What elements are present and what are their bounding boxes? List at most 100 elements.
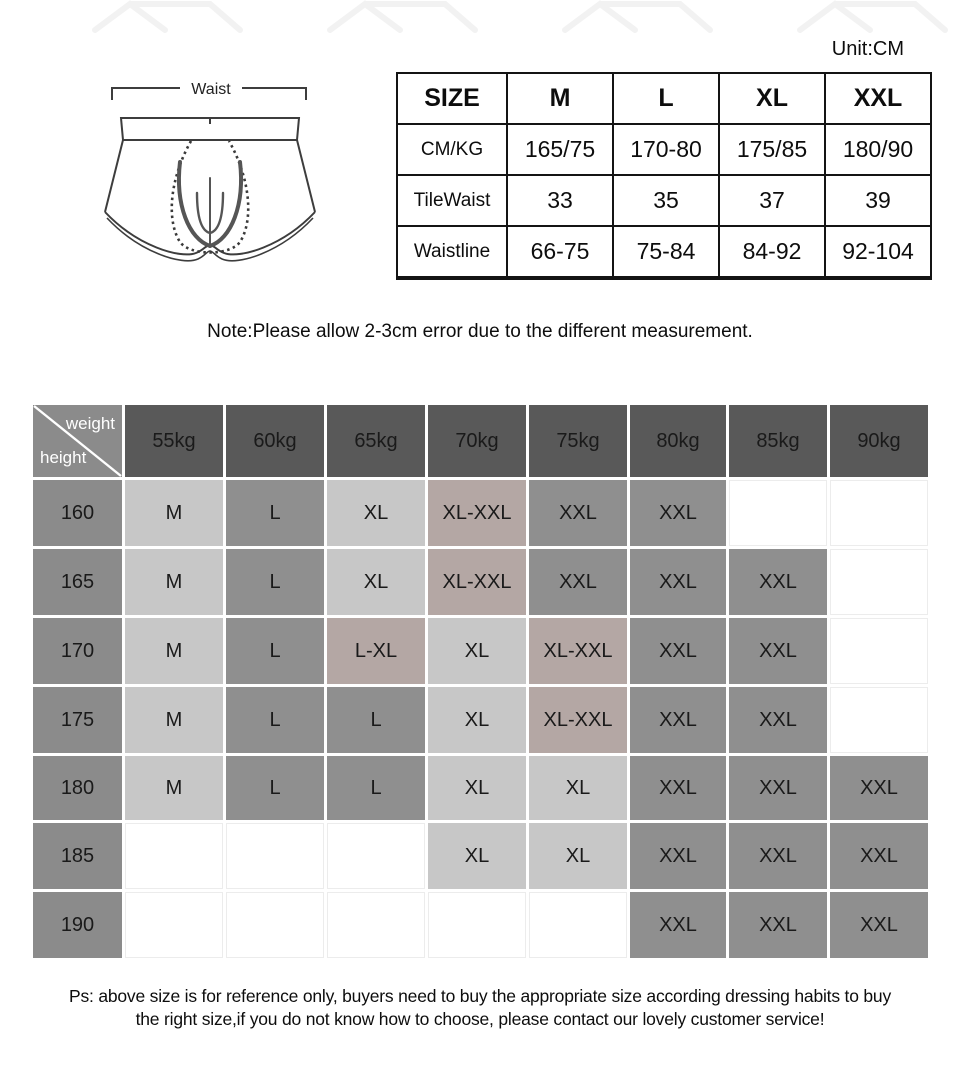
size-table: SIZE M L XL XXL CM/KG 165/75 170-80 175/85 180/9… <box>396 72 932 280</box>
size-col-header: L <box>612 72 720 125</box>
corner-diagonal-line <box>33 405 122 477</box>
size-recommendation-cell: XL <box>428 687 526 753</box>
size-recommendation-cell: XXL <box>729 823 827 889</box>
matrix-row: 185 XL XL XXL XXL XXL <box>33 823 928 889</box>
size-value-cell: 180/90 <box>824 123 932 176</box>
weight-col-header: 90kg <box>830 405 928 477</box>
matrix-row: 175 M L L XL XL-XXL XXL XXL <box>33 687 928 753</box>
size-recommendation-cell <box>428 892 526 958</box>
matrix-body: weight height 55kg 60kg 65kg 70kg 75kg 80kg 85… <box>33 405 928 958</box>
size-recommendation-cell: XL-XXL <box>428 549 526 615</box>
size-recommendation-cell <box>830 480 928 546</box>
size-recommendation-cell: XXL <box>830 756 928 820</box>
size-recommendation-cell <box>830 618 928 684</box>
size-value-cell: 39 <box>824 174 932 227</box>
size-value-cell: 35 <box>612 174 720 227</box>
matrix-corner-cell: weight height <box>33 405 122 477</box>
footer-line-2: the right size,if you do not know how to… <box>135 1009 825 1029</box>
size-value-cell: 66-75 <box>506 225 614 279</box>
size-value-cell: 37 <box>718 174 826 227</box>
weight-col-header: 60kg <box>226 405 324 477</box>
size-recommendation-cell: XXL <box>830 892 928 958</box>
size-recommendation-cell: XXL <box>630 549 726 615</box>
matrix-row: 180 M L L XL XL XXL XXL XXL <box>33 756 928 820</box>
size-recommendation-cell: XXL <box>529 549 627 615</box>
size-col-header: XL <box>718 72 826 125</box>
height-row-header: 180 <box>33 756 122 820</box>
size-recommendation-cell <box>226 892 324 958</box>
size-recommendation-cell: XXL <box>630 618 726 684</box>
weight-col-header: 65kg <box>327 405 425 477</box>
size-recommendation-cell: XXL <box>729 618 827 684</box>
size-value-cell: 75-84 <box>612 225 720 279</box>
size-table-corner: SIZE <box>396 72 508 125</box>
waist-bracket-left <box>111 87 180 100</box>
size-recommendation-cell: XXL <box>729 549 827 615</box>
size-recommendation-cell <box>830 687 928 753</box>
size-recommendation-cell: XXL <box>630 687 726 753</box>
size-value-cell: 33 <box>506 174 614 227</box>
size-table-row: CM/KG 165/75 170-80 175/85 180/90 <box>396 123 932 176</box>
size-recommendation-cell: XXL <box>630 892 726 958</box>
size-recommendation-cell: L <box>327 756 425 820</box>
size-value-cell: 165/75 <box>506 123 614 176</box>
size-recommendation-cell <box>327 823 425 889</box>
size-recommendation-cell: XL <box>428 756 526 820</box>
size-recommendation-cell: XL-XXL <box>428 480 526 546</box>
size-row-label: CM/KG <box>396 123 508 176</box>
size-recommendation-cell: M <box>125 756 223 820</box>
matrix-row: 160 M L XL XL-XXL XXL XXL <box>33 480 928 546</box>
size-recommendation-cell: XXL <box>630 756 726 820</box>
size-recommendation-cell: XXL <box>630 480 726 546</box>
waist-label: Waist <box>191 81 231 98</box>
size-recommendation-cell <box>830 549 928 615</box>
corner-weight-label: weight <box>65 414 115 433</box>
size-recommendation-cell <box>729 480 827 546</box>
size-col-header: M <box>506 72 614 125</box>
size-table-header-row: SIZE M L XL XXL <box>396 72 932 125</box>
height-row-header: 170 <box>33 618 122 684</box>
weight-col-header: 85kg <box>729 405 827 477</box>
size-table-row: Waistline 66-75 75-84 84-92 92-104 <box>396 225 932 279</box>
size-recommendation-cell: XL <box>529 756 627 820</box>
pouch-seam-dotted <box>170 140 250 254</box>
size-recommendation-cell: M <box>125 480 223 546</box>
size-recommendation-cell: XXL <box>529 480 627 546</box>
size-recommendation-cell: M <box>125 618 223 684</box>
size-recommendation-cell: XL <box>428 618 526 684</box>
size-value-cell: 170-80 <box>612 123 720 176</box>
height-row-header: 190 <box>33 892 122 958</box>
size-recommendation-cell <box>529 892 627 958</box>
matrix-table: weight height 55kg 60kg 65kg 70kg 75kg 80kg 85… <box>30 402 931 961</box>
size-recommendation-cell: XL <box>327 480 425 546</box>
height-row-header: 165 <box>33 549 122 615</box>
size-col-header: XXL <box>824 72 932 125</box>
size-recommendation-cell: L <box>226 756 324 820</box>
weight-col-header: 55kg <box>125 405 223 477</box>
weight-col-header: 70kg <box>428 405 526 477</box>
size-recommendation-cell: L <box>226 687 324 753</box>
matrix-row: 170 M L L-XL XL XL-XXL XXL XXL <box>33 618 928 684</box>
size-recommendation-cell: XXL <box>729 687 827 753</box>
size-table-row: TileWaist 33 35 37 39 <box>396 174 932 227</box>
pouch-contour <box>177 160 243 248</box>
unit-label: Unit:CM <box>831 38 904 60</box>
size-recommendation-cell <box>125 892 223 958</box>
size-recommendation-cell: M <box>125 549 223 615</box>
size-recommendation-cell <box>327 892 425 958</box>
size-value-cell: 92-104 <box>824 225 932 279</box>
size-recommendation-cell: XL <box>327 549 425 615</box>
size-recommendation-cell: XL <box>529 823 627 889</box>
waist-bracket-right <box>242 87 307 100</box>
size-recommendation-cell: L <box>226 549 324 615</box>
size-recommendation-cell <box>226 823 324 889</box>
measurement-note: Note:Please allow 2-3cm error due to the… <box>207 321 753 342</box>
height-row-header: 175 <box>33 687 122 753</box>
weight-col-header: 75kg <box>529 405 627 477</box>
footer-line-1: Ps: above size is for reference only, bu… <box>68 986 892 1006</box>
size-recommendation-cell: L <box>226 480 324 546</box>
size-value-cell: 175/85 <box>718 123 826 176</box>
boxer-diagram: Waist <box>104 81 316 262</box>
size-row-label: Waistline <box>396 225 508 279</box>
